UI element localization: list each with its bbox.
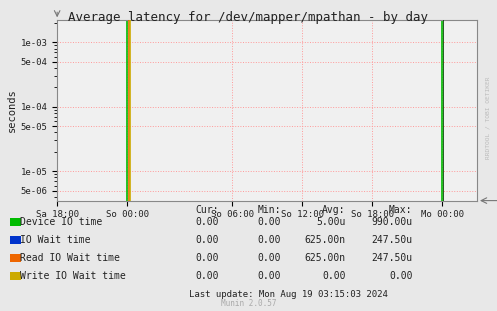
Text: 5.00u: 5.00u <box>316 217 345 227</box>
Text: Last update: Mon Aug 19 03:15:03 2024: Last update: Mon Aug 19 03:15:03 2024 <box>189 290 388 299</box>
Text: Cur:: Cur: <box>195 205 219 215</box>
Text: Max:: Max: <box>389 205 413 215</box>
Text: Device IO time: Device IO time <box>20 217 102 227</box>
Text: 0.00: 0.00 <box>257 253 281 263</box>
Text: 0.00: 0.00 <box>322 271 345 281</box>
Text: 0.00: 0.00 <box>195 235 219 245</box>
Text: 0.00: 0.00 <box>257 271 281 281</box>
Text: Munin 2.0.57: Munin 2.0.57 <box>221 299 276 308</box>
Text: 247.50u: 247.50u <box>371 235 413 245</box>
Text: Avg:: Avg: <box>322 205 345 215</box>
Text: 0.00: 0.00 <box>195 253 219 263</box>
Text: Read IO Wait time: Read IO Wait time <box>20 253 120 263</box>
Text: 990.00u: 990.00u <box>371 217 413 227</box>
Text: 0.00: 0.00 <box>389 271 413 281</box>
Text: 0.00: 0.00 <box>257 217 281 227</box>
Text: 625.00n: 625.00n <box>304 253 345 263</box>
Text: Average latency for /dev/mapper/mpathan - by day: Average latency for /dev/mapper/mpathan … <box>69 11 428 24</box>
Text: 625.00n: 625.00n <box>304 235 345 245</box>
Text: 247.50u: 247.50u <box>371 253 413 263</box>
Text: 0.00: 0.00 <box>195 217 219 227</box>
Text: 0.00: 0.00 <box>195 271 219 281</box>
Y-axis label: seconds: seconds <box>6 89 16 132</box>
Text: IO Wait time: IO Wait time <box>20 235 90 245</box>
Text: Min:: Min: <box>257 205 281 215</box>
Text: RRDTOOL / TOBI OETIKER: RRDTOOL / TOBI OETIKER <box>486 77 491 160</box>
Text: 0.00: 0.00 <box>257 235 281 245</box>
Text: Write IO Wait time: Write IO Wait time <box>20 271 126 281</box>
